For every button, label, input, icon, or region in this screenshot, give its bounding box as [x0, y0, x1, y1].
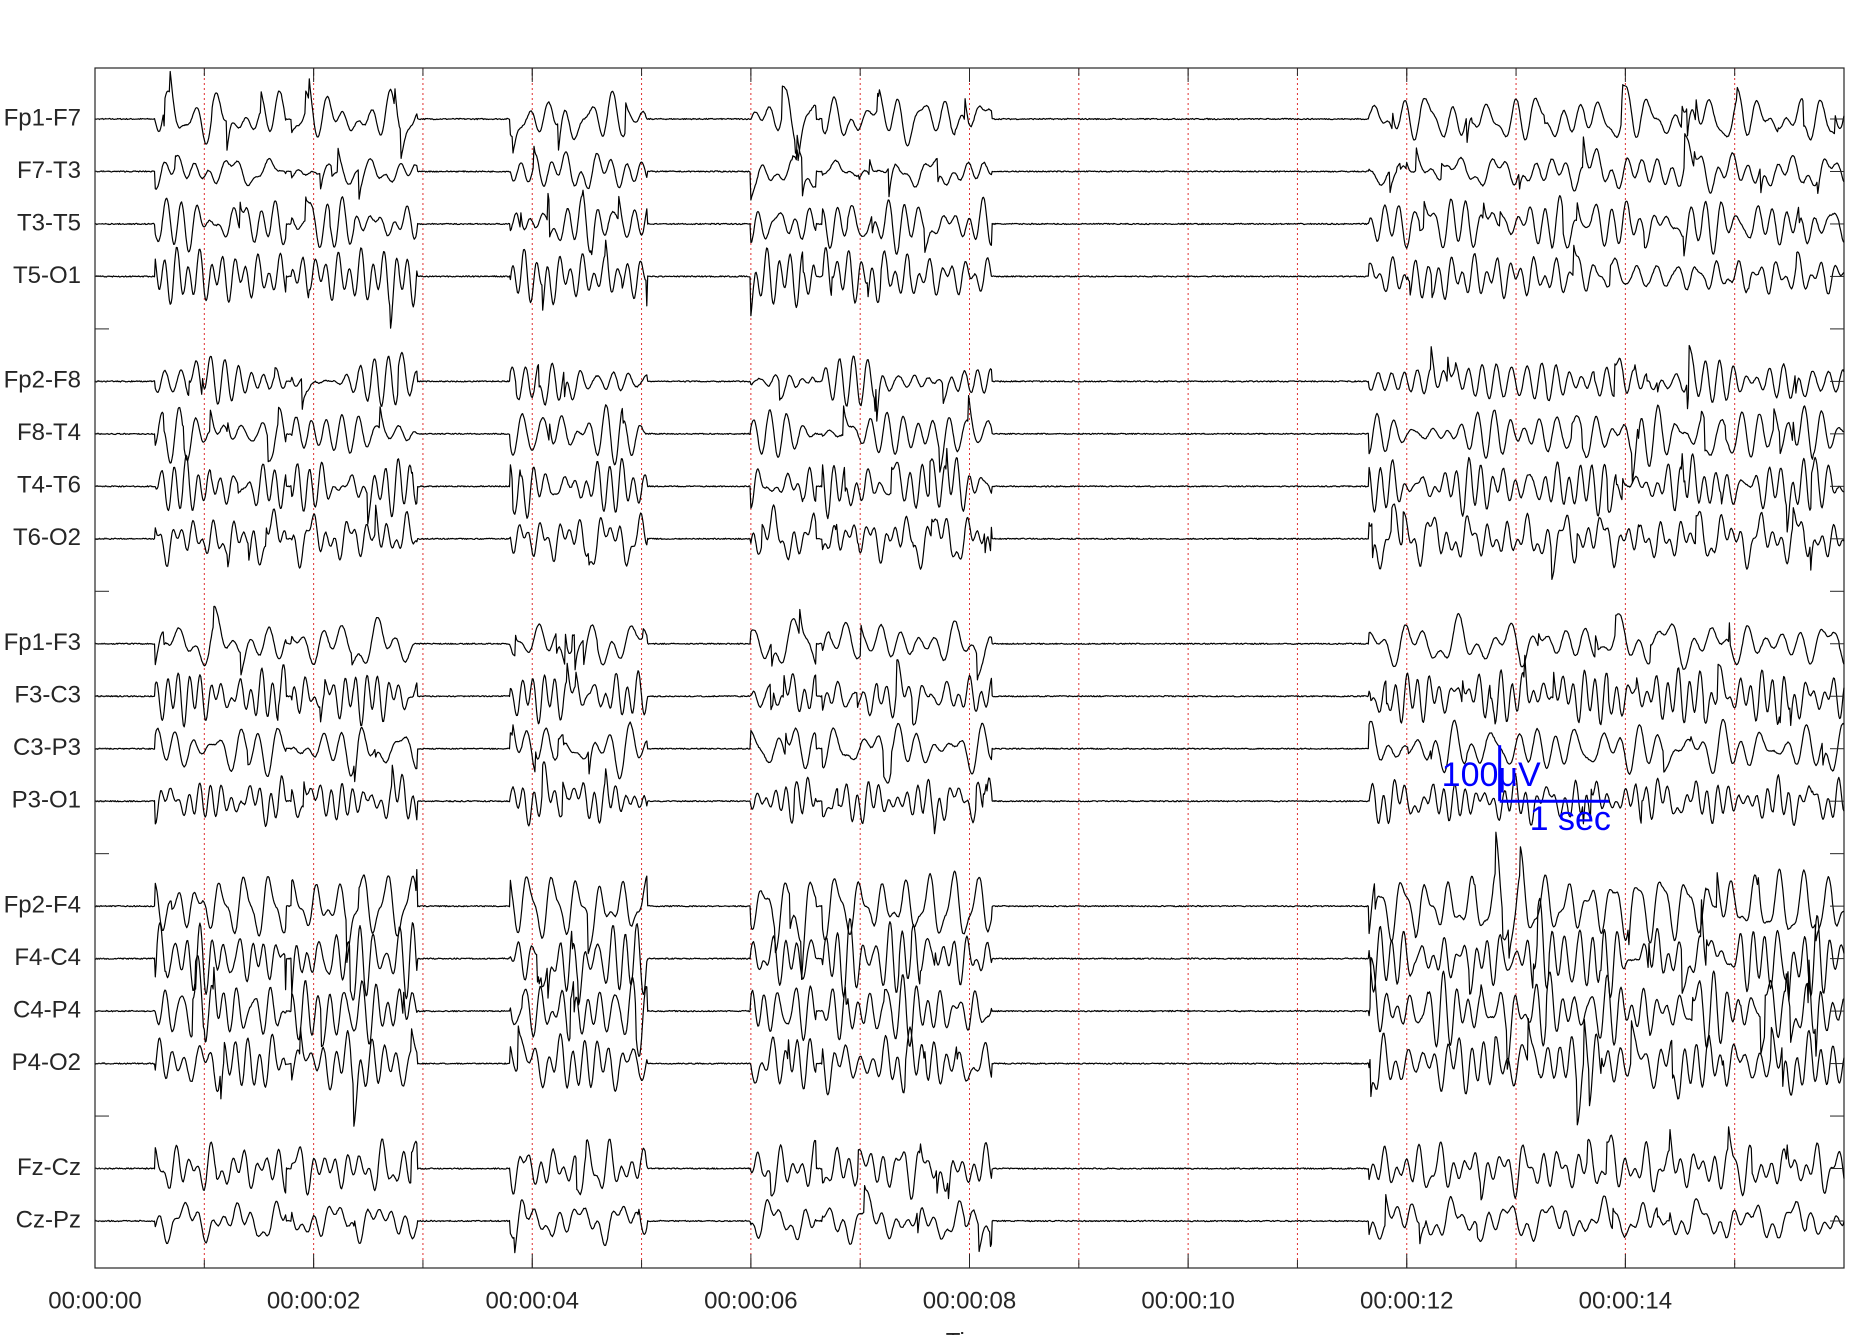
- eeg-trace: [95, 897, 1845, 1006]
- x-tick-label: 00:00:00: [48, 1287, 141, 1314]
- eeg-trace: [94, 133, 1845, 201]
- eeg-trace: [94, 605, 1845, 681]
- channel-label: T4-T6: [17, 472, 81, 499]
- scale-bar-amplitude-label: 100μV: [1442, 756, 1541, 794]
- x-tick-label: 00:00:10: [1141, 1287, 1234, 1314]
- channel-label: T5-O1: [13, 262, 81, 289]
- x-tick-label: 00:00:12: [1360, 1287, 1453, 1314]
- channel-label: F7-T3: [17, 157, 81, 184]
- eeg-trace: [94, 761, 1845, 835]
- eeg-trace: [94, 831, 1845, 980]
- eeg-trace: [94, 718, 1845, 784]
- channel-label: P4-O2: [12, 1049, 81, 1076]
- channel-label: Fp2-F8: [4, 367, 81, 394]
- eeg-trace: [94, 395, 1844, 484]
- scale-bar-time-label: 1 sec: [1530, 800, 1611, 838]
- channel-label: P3-O1: [12, 787, 81, 814]
- x-tick-label: 00:00:06: [704, 1287, 797, 1314]
- eeg-trace: [94, 447, 1845, 533]
- eeg-trace: [94, 239, 1845, 329]
- eeg-trace: [94, 189, 1845, 257]
- channel-label: Cz-Pz: [16, 1206, 81, 1233]
- channel-label: F4-C4: [14, 944, 81, 971]
- channel-label: Fz-Cz: [17, 1154, 81, 1181]
- traces: [94, 70, 1845, 1254]
- eeg-trace: [94, 344, 1845, 422]
- x-tick-label: 00:00:08: [923, 1287, 1016, 1314]
- channel-label: Fp1-F7: [4, 104, 81, 131]
- eeg-trace: [94, 503, 1845, 580]
- channel-label: C4-P4: [13, 996, 81, 1023]
- eeg-trace: [94, 654, 1845, 728]
- x-axis-label: Time: [946, 1328, 998, 1335]
- channel-label: F3-C3: [14, 682, 81, 709]
- channel-label: F8-T4: [17, 419, 81, 446]
- eeg-trace: [94, 954, 1845, 1070]
- channel-label: T6-O2: [13, 524, 81, 551]
- eeg-trace: [94, 1185, 1845, 1254]
- eeg-trace: [94, 1126, 1845, 1201]
- x-tick-label: 00:00:04: [486, 1287, 579, 1314]
- x-tick-label: 00:00:02: [267, 1287, 360, 1314]
- channel-label: Fp1-F3: [4, 629, 81, 656]
- channel-label: T3-T5: [17, 209, 81, 236]
- channel-label: C3-P3: [13, 734, 81, 761]
- x-tick-label: 00:00:14: [1579, 1287, 1672, 1314]
- eeg-trace: [94, 70, 1845, 162]
- channel-label: Fp2-F4: [4, 891, 81, 918]
- eeg-trace: [94, 1018, 1845, 1127]
